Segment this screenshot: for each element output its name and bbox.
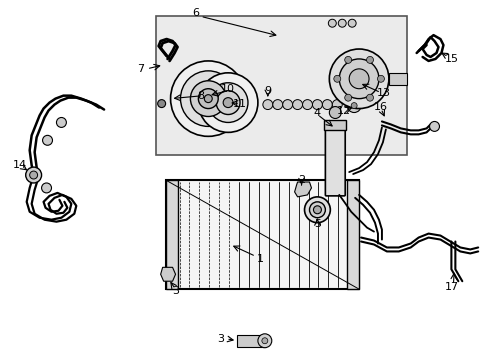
- Circle shape: [198, 89, 218, 109]
- Circle shape: [333, 75, 340, 82]
- Text: 2: 2: [297, 175, 305, 185]
- Bar: [165, 180, 358, 289]
- Circle shape: [350, 103, 356, 109]
- Text: 8: 8: [196, 91, 203, 101]
- Text: 5: 5: [313, 219, 320, 229]
- Circle shape: [180, 71, 236, 126]
- Circle shape: [347, 19, 355, 27]
- Circle shape: [322, 100, 332, 109]
- Text: 6: 6: [191, 8, 199, 18]
- Text: 10: 10: [221, 84, 235, 94]
- Circle shape: [30, 171, 38, 179]
- FancyBboxPatch shape: [325, 129, 345, 196]
- Text: 17: 17: [444, 282, 458, 292]
- Circle shape: [208, 83, 247, 122]
- Circle shape: [26, 167, 41, 183]
- Circle shape: [204, 95, 212, 103]
- Circle shape: [304, 197, 330, 223]
- Circle shape: [348, 69, 368, 89]
- Polygon shape: [294, 182, 311, 197]
- Text: 1: 1: [256, 255, 263, 264]
- Circle shape: [344, 57, 351, 63]
- Text: 3: 3: [172, 286, 179, 296]
- Circle shape: [42, 135, 52, 145]
- Text: 4: 4: [313, 108, 320, 117]
- Bar: [237, 335, 264, 347]
- Circle shape: [313, 206, 321, 214]
- Text: 13: 13: [376, 88, 390, 98]
- Text: 15: 15: [444, 54, 457, 64]
- Circle shape: [262, 338, 267, 344]
- Circle shape: [292, 100, 302, 109]
- Circle shape: [366, 57, 373, 63]
- Circle shape: [309, 202, 325, 218]
- Circle shape: [190, 81, 225, 117]
- Circle shape: [339, 59, 378, 99]
- Circle shape: [346, 99, 360, 113]
- Circle shape: [366, 94, 373, 101]
- Text: 16: 16: [373, 102, 387, 112]
- Bar: [346, 180, 358, 289]
- Circle shape: [41, 183, 51, 193]
- Bar: [388, 73, 406, 85]
- Circle shape: [282, 100, 292, 109]
- Circle shape: [312, 100, 322, 109]
- Circle shape: [302, 100, 312, 109]
- Circle shape: [272, 100, 282, 109]
- Circle shape: [338, 19, 346, 27]
- Circle shape: [223, 98, 233, 108]
- Text: 11: 11: [233, 99, 246, 109]
- Circle shape: [428, 121, 439, 131]
- Bar: [165, 180, 177, 289]
- Circle shape: [328, 49, 388, 109]
- Circle shape: [327, 19, 336, 27]
- Circle shape: [263, 100, 272, 109]
- Circle shape: [56, 117, 66, 127]
- Polygon shape: [161, 267, 175, 281]
- Circle shape: [328, 107, 341, 118]
- Circle shape: [344, 94, 351, 101]
- Circle shape: [170, 61, 245, 136]
- Circle shape: [157, 100, 165, 108]
- Circle shape: [332, 100, 342, 109]
- Bar: [324, 121, 346, 130]
- Text: 12: 12: [336, 105, 350, 116]
- Circle shape: [198, 73, 257, 132]
- Text: 7: 7: [137, 64, 144, 74]
- Text: 3: 3: [216, 334, 223, 344]
- Circle shape: [377, 75, 384, 82]
- Circle shape: [257, 334, 271, 348]
- Text: 14: 14: [13, 160, 27, 170]
- Circle shape: [216, 91, 240, 114]
- Polygon shape: [155, 16, 406, 155]
- Text: 9: 9: [264, 86, 271, 96]
